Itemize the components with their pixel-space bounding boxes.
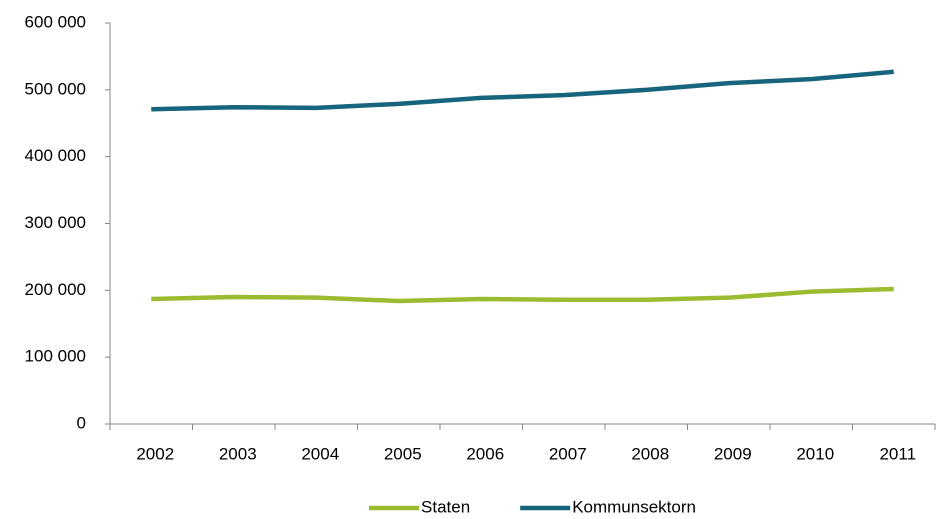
y-tick-label: 100 000 <box>25 347 86 366</box>
x-tick-label: 2003 <box>219 444 257 463</box>
x-tick-label: 2002 <box>136 444 174 463</box>
x-tick-label: 2005 <box>384 444 422 463</box>
x-tick-label: 2006 <box>466 444 504 463</box>
x-tick-label: 2007 <box>549 444 587 463</box>
y-tick-label: 0 <box>77 413 86 432</box>
legend-item: Kommunsektorn <box>520 497 696 516</box>
y-tick-label: 500 000 <box>25 79 86 98</box>
y-tick-label: 400 000 <box>25 146 86 165</box>
legend-item: Staten <box>369 497 470 516</box>
series-line <box>151 286 894 304</box>
x-tick-label: 2004 <box>301 444 339 463</box>
y-tick-label: 600 000 <box>25 12 86 31</box>
y-tick-label: 200 000 <box>25 280 86 299</box>
x-tick-label: 2009 <box>714 444 752 463</box>
x-tick-label: 2008 <box>631 444 669 463</box>
legend-label: Staten <box>421 497 470 516</box>
series-line <box>151 69 894 112</box>
x-tick-label: 2011 <box>879 444 916 463</box>
y-tick-label: 300 000 <box>25 213 86 232</box>
x-tick-label: 2010 <box>796 444 834 463</box>
legend-label: Kommunsektorn <box>572 497 696 516</box>
